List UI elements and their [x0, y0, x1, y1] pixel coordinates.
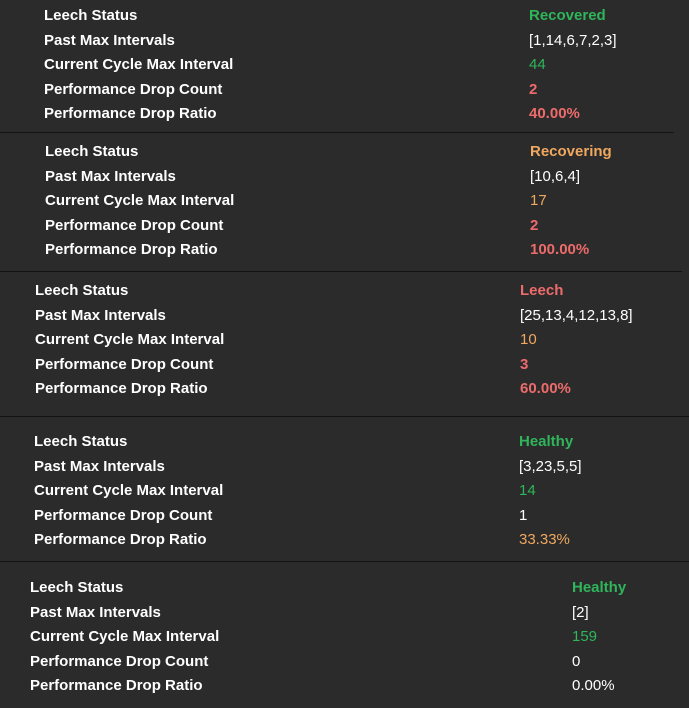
current-cycle-max-interval-label: Current Cycle Max Interval: [34, 482, 224, 499]
performance-drop-ratio-value: 40.00%: [529, 105, 580, 122]
leech-status-value: Recovered: [529, 7, 606, 24]
leech-card-1: Leech Status Recovered Past Max Interval…: [0, 0, 689, 132]
past-max-intervals-value: [2]: [572, 604, 589, 621]
performance-drop-ratio-label: Performance Drop Ratio: [30, 677, 203, 694]
performance-drop-count-label: Performance Drop Count: [44, 81, 223, 98]
past-max-intervals-label: Past Max Intervals: [30, 604, 161, 621]
leech-status-label: Leech Status: [30, 579, 124, 596]
current-cycle-max-interval-value: 17: [530, 192, 547, 209]
current-cycle-max-interval-label: Current Cycle Max Interval: [44, 56, 234, 73]
performance-drop-ratio-value: 60.00%: [520, 380, 571, 397]
card-separator: [0, 416, 689, 417]
past-max-intervals-label: Past Max Intervals: [34, 458, 165, 475]
current-cycle-max-interval-value: 10: [520, 331, 537, 348]
past-max-intervals-label: Past Max Intervals: [35, 307, 166, 324]
leech-card-4: Leech Status Healthy Past Max Intervals …: [0, 417, 689, 560]
leech-status-value: Leech: [520, 282, 564, 299]
performance-drop-ratio-label: Performance Drop Ratio: [44, 105, 217, 122]
past-max-intervals-label: Past Max Intervals: [45, 168, 176, 185]
performance-drop-count-label: Performance Drop Count: [35, 356, 214, 373]
leech-card-3: Leech Status Leech Past Max Intervals [2…: [0, 272, 689, 415]
leech-status-value: Recovering: [530, 143, 612, 160]
performance-drop-ratio-value: 100.00%: [530, 241, 590, 258]
current-cycle-max-interval-value: 159: [572, 628, 598, 645]
past-max-intervals-value: [3,23,5,5]: [519, 458, 582, 475]
current-cycle-max-interval-value: 44: [529, 56, 546, 73]
past-max-intervals-value: [10,6,4]: [530, 168, 581, 185]
performance-drop-ratio-value: 33.33%: [519, 531, 570, 548]
performance-drop-count-value: 3: [520, 356, 529, 373]
leech-status-label: Leech Status: [35, 282, 129, 299]
leech-card-2: Leech Status Recovering Past Max Interva…: [0, 133, 689, 271]
current-cycle-max-interval-label: Current Cycle Max Interval: [30, 628, 220, 645]
current-cycle-max-interval-label: Current Cycle Max Interval: [45, 192, 235, 209]
performance-drop-count-value: 0: [572, 653, 581, 670]
performance-drop-count-value: 2: [530, 217, 539, 234]
past-max-intervals-label: Past Max Intervals: [44, 32, 175, 49]
performance-drop-ratio-label: Performance Drop Ratio: [34, 531, 207, 548]
performance-drop-ratio-label: Performance Drop Ratio: [45, 241, 218, 258]
current-cycle-max-interval-label: Current Cycle Max Interval: [35, 331, 225, 348]
current-cycle-max-interval-value: 14: [519, 482, 536, 499]
card-separator: [0, 561, 689, 562]
performance-drop-count-label: Performance Drop Count: [45, 217, 224, 234]
past-max-intervals-value: [1,14,6,7,2,3]: [529, 32, 617, 49]
past-max-intervals-value: [25,13,4,12,13,8]: [520, 307, 633, 324]
performance-drop-count-label: Performance Drop Count: [34, 507, 213, 524]
leech-status-label: Leech Status: [44, 7, 138, 24]
leech-card-5: Leech Status Healthy Past Max Intervals …: [0, 562, 689, 708]
performance-drop-ratio-label: Performance Drop Ratio: [35, 380, 208, 397]
performance-drop-ratio-value: 0.00%: [572, 677, 615, 694]
leech-status-value: Healthy: [572, 579, 627, 596]
performance-drop-count-label: Performance Drop Count: [30, 653, 209, 670]
leech-status-label: Leech Status: [45, 143, 139, 160]
performance-drop-count-value: 1: [519, 507, 528, 524]
card-separator: [0, 271, 682, 272]
performance-drop-count-value: 2: [529, 81, 538, 98]
leech-status-label: Leech Status: [34, 433, 128, 450]
card-separator: [0, 132, 674, 133]
leech-status-value: Healthy: [519, 433, 574, 450]
